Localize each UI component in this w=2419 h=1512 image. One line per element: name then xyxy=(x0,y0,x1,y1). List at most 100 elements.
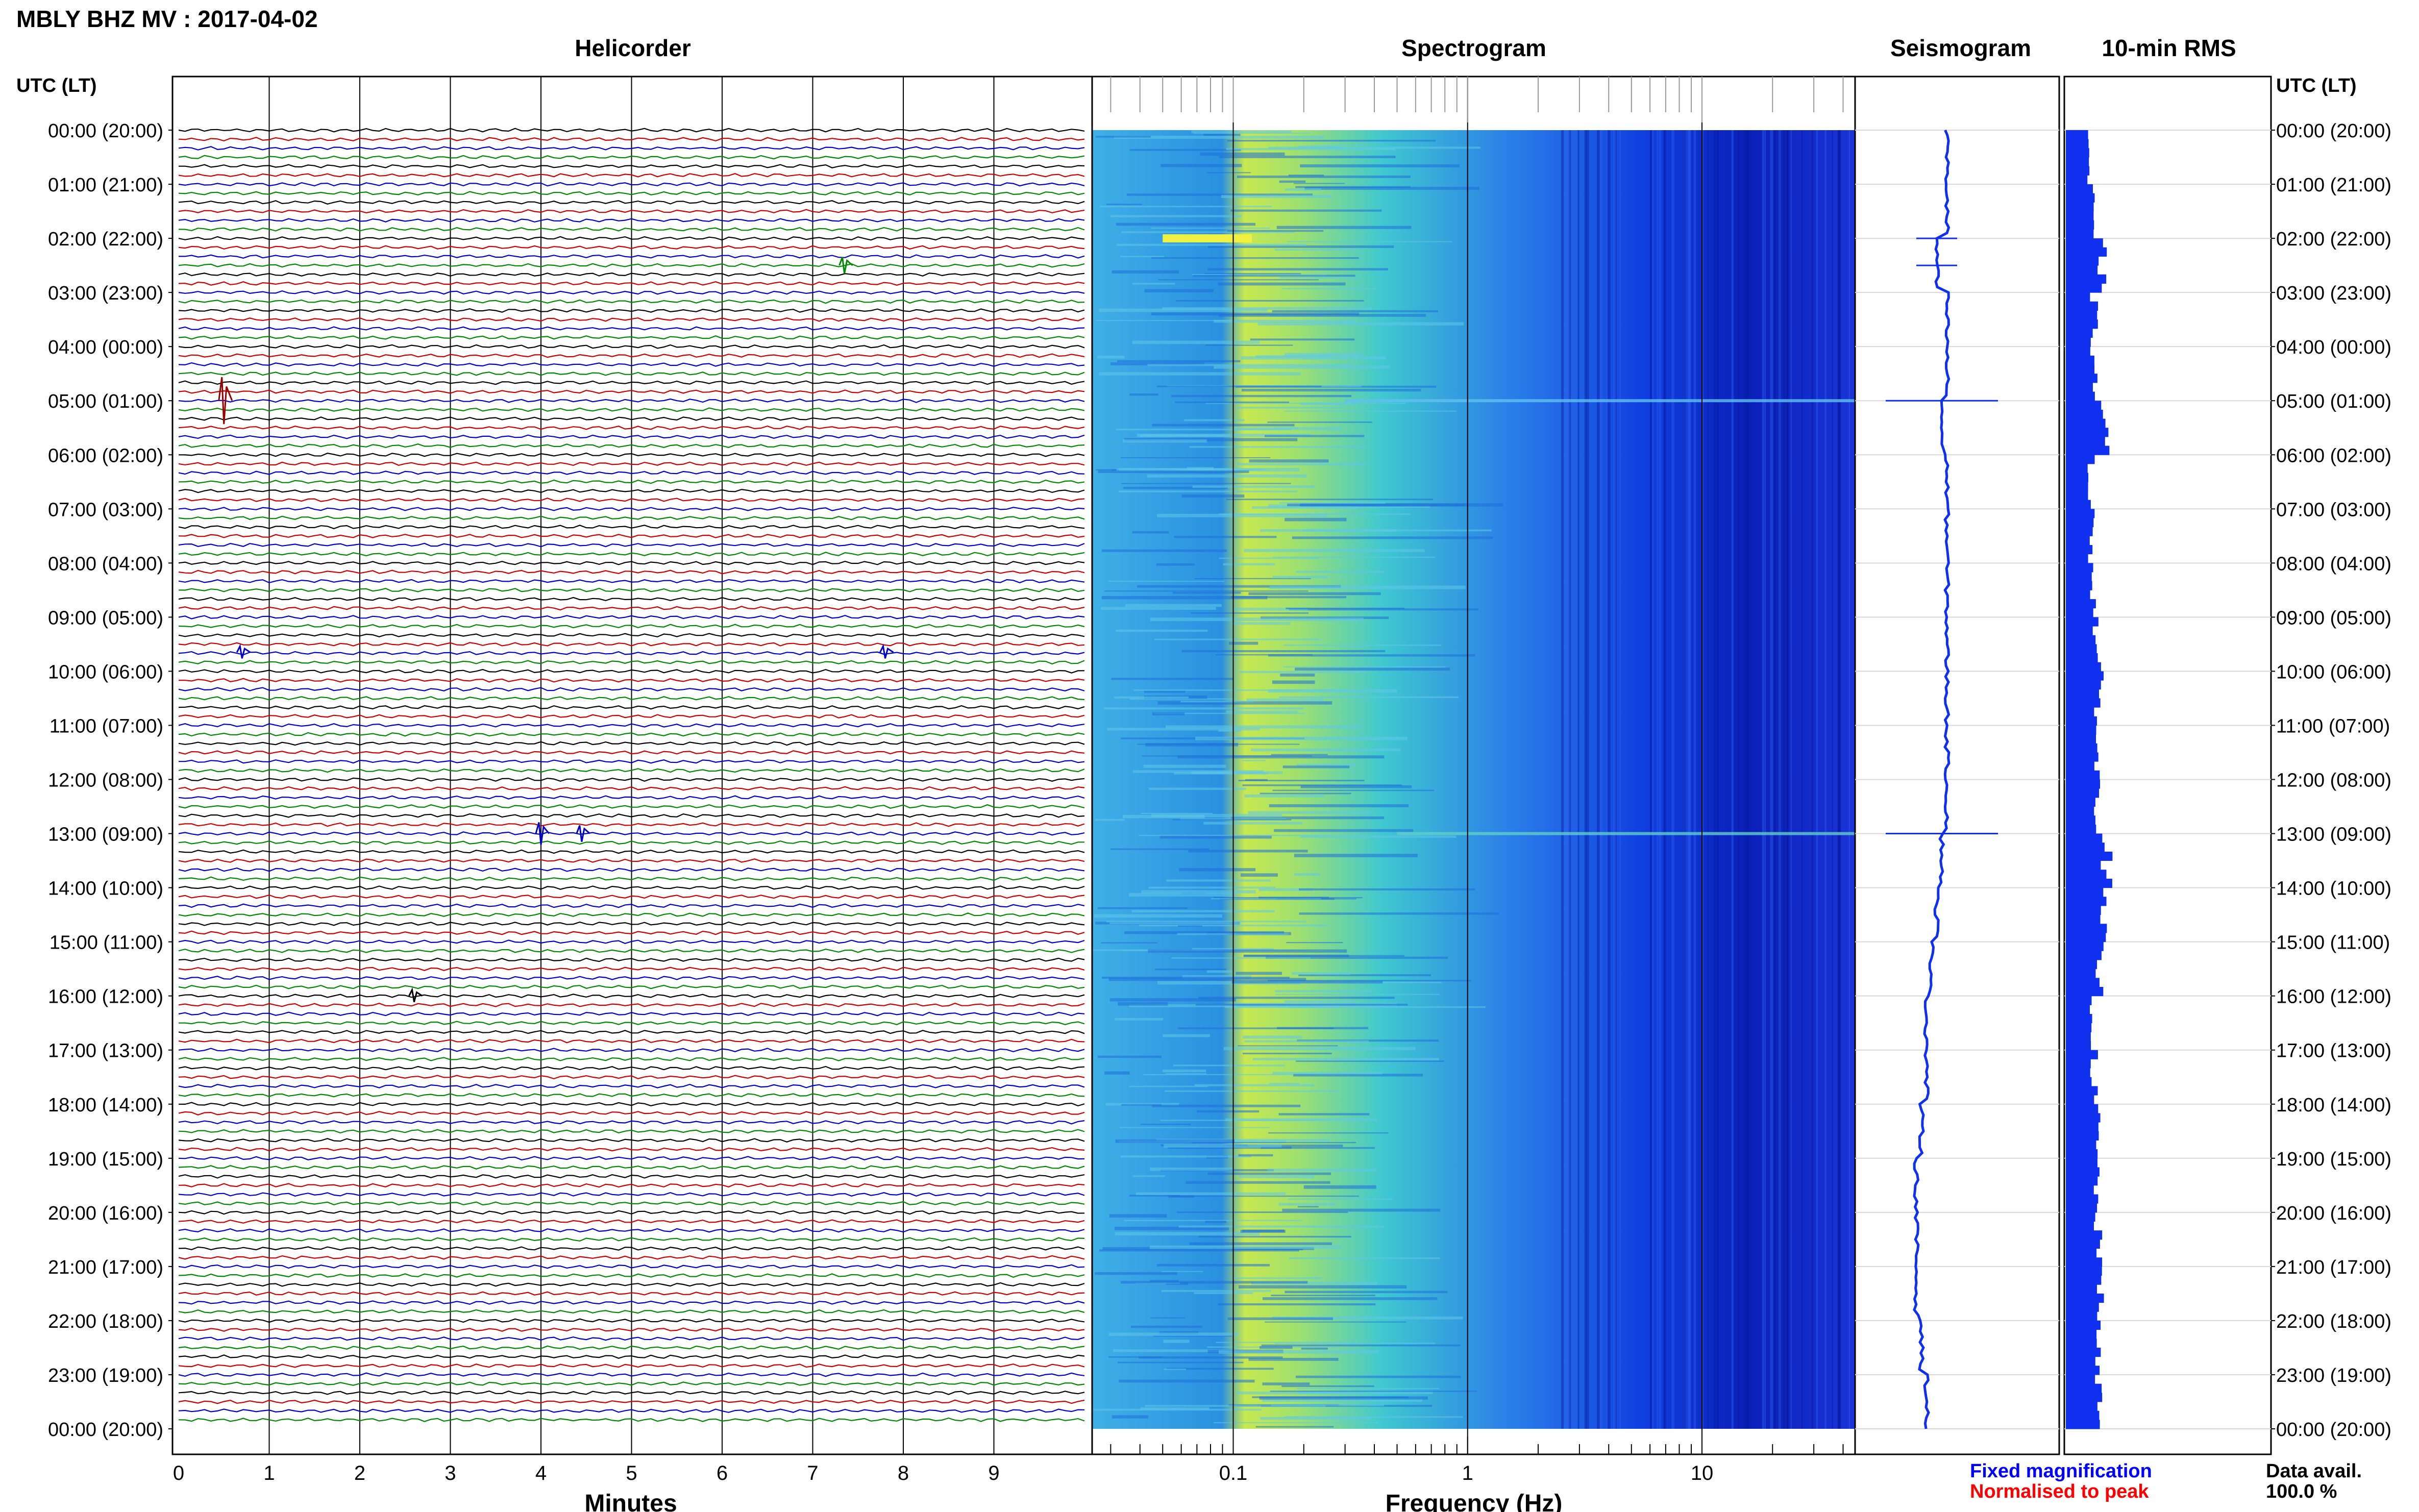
spectrogram-band xyxy=(1114,136,1325,139)
spectrogram-band xyxy=(1248,1357,1339,1361)
spectrogram-band xyxy=(1156,385,1322,387)
spectrogram-band xyxy=(1267,1169,1376,1172)
spectrogram-band xyxy=(1099,372,1301,376)
spectrogram-band xyxy=(1278,1113,1370,1116)
spectrogram-band xyxy=(1129,1004,1321,1007)
spectrogram-band xyxy=(1167,1368,1274,1370)
time-tick-label-right: 09:00 (05:00) xyxy=(2276,607,2391,629)
helicorder-trace-line xyxy=(178,606,1085,611)
spectrogram-band xyxy=(1156,1138,1330,1142)
helicorder-trace-line xyxy=(178,173,1085,178)
spectrogram-band xyxy=(1123,486,1228,489)
spectrogram-band xyxy=(1163,1340,1190,1343)
spectrogram-band xyxy=(1237,463,1365,466)
rms-bar xyxy=(2066,743,2097,753)
spectrogram-line xyxy=(1561,130,1564,1429)
rms-bar xyxy=(2066,1302,2099,1312)
spectrogram-band xyxy=(1191,1142,1356,1144)
helicorder-trace-line xyxy=(178,1138,1085,1143)
spectrogram-band xyxy=(1206,172,1251,173)
helicorder-trace-line xyxy=(178,786,1085,791)
helicorder-trace-line xyxy=(178,1002,1085,1007)
spectrogram-band xyxy=(1270,1391,1477,1392)
spectrogram-line xyxy=(1838,130,1841,1429)
spectrogram-band xyxy=(1108,1356,1163,1358)
helicorder-trace-line xyxy=(178,272,1085,277)
spectrogram-band xyxy=(1232,1277,1322,1279)
spectrogram-band xyxy=(1189,1242,1332,1245)
spectrogram-band xyxy=(1262,1297,1438,1300)
helicorder-trace-line xyxy=(178,822,1085,827)
spectrogram-band xyxy=(1275,994,1440,995)
spectrogram-band xyxy=(1302,529,1492,532)
spectrogram-band xyxy=(1264,1321,1406,1323)
helicorder-trace-line xyxy=(178,182,1085,187)
rms-bar xyxy=(2066,1194,2099,1204)
helicorder-trace-line xyxy=(178,804,1085,809)
spectrogram-line xyxy=(1731,130,1734,1429)
helicorder-event-spike xyxy=(576,825,590,842)
spectrogram-band xyxy=(1138,834,1331,836)
helicorder-trace-line xyxy=(178,867,1085,872)
spectrogram-band xyxy=(1285,517,1347,522)
helicorder-trace-line xyxy=(178,777,1085,782)
helicorder-x-tick-label: 5 xyxy=(626,1462,637,1484)
rms-bar xyxy=(2066,725,2096,735)
time-tick-label-right: 19:00 (15:00) xyxy=(2276,1149,2391,1170)
rms-bar xyxy=(2066,1059,2091,1069)
spectrogram-band xyxy=(1272,1072,1383,1075)
spectrogram-band xyxy=(1266,956,1448,959)
helicorder-trace-line xyxy=(178,858,1085,863)
rms-frame xyxy=(2063,76,2272,1455)
helicorder-x-tick-label: 0 xyxy=(173,1462,184,1484)
helicorder-x-tick-label: 8 xyxy=(898,1462,909,1484)
spectrogram-band xyxy=(1197,1110,1260,1113)
spectrogram-band xyxy=(1156,1263,1270,1267)
helicorder-trace-line xyxy=(178,939,1085,945)
time-tick-label-left: 00:00 (20:00) xyxy=(48,120,163,142)
spectrogram-band xyxy=(1203,134,1241,136)
time-tick-label-left: 22:00 (18:00) xyxy=(48,1311,163,1332)
rms-bar xyxy=(2066,536,2090,546)
data-availability-value: 100.0 % xyxy=(2266,1481,2337,1502)
spectrogram-x-tick-label: 1 xyxy=(1462,1462,1473,1484)
rms-bar xyxy=(2066,1032,2091,1042)
spectrogram-band xyxy=(1282,765,1350,769)
helicorder-x-tick-label: 2 xyxy=(354,1462,365,1484)
rms-title: 10-min RMS xyxy=(2102,35,2236,61)
spectrogram-band xyxy=(1099,308,1268,312)
rms-bar xyxy=(2066,887,2104,897)
spectrogram-band xyxy=(1133,689,1348,691)
spectrogram-band xyxy=(1261,1146,1292,1149)
spectrogram-band xyxy=(1143,1074,1316,1075)
helicorder-trace-line xyxy=(178,1237,1085,1242)
spectrogram-band xyxy=(1230,816,1385,820)
helicorder-trace-line xyxy=(178,470,1085,475)
helicorder-title: Helicorder xyxy=(575,35,691,61)
spectrogram-band xyxy=(1151,257,1359,259)
spectrogram-band xyxy=(1262,1398,1423,1402)
spectrogram-band xyxy=(1150,617,1364,622)
spectrogram-band xyxy=(1110,215,1242,217)
spectrogram-band xyxy=(1267,422,1372,423)
rms-bar xyxy=(2066,779,2101,789)
spectrogram-line xyxy=(1786,130,1788,1429)
helicorder-trace-line xyxy=(178,534,1085,538)
spectrogram-band xyxy=(1154,969,1226,971)
spectrogram-band xyxy=(1107,728,1260,731)
time-tick-label-left: 14:00 (10:00) xyxy=(48,878,163,900)
spectrogram-band xyxy=(1262,1382,1310,1385)
spectrogram-band xyxy=(1269,1083,1300,1084)
spectrogram-band xyxy=(1269,585,1466,589)
rms-bar xyxy=(2066,1122,2099,1132)
rms-bar xyxy=(2066,752,2099,762)
spectrogram-band xyxy=(1129,1195,1180,1197)
spectrogram-band xyxy=(1272,556,1435,558)
helicorder-trace-line xyxy=(178,624,1085,629)
rms-bar xyxy=(2066,445,2110,455)
spectrogram-band xyxy=(1124,931,1285,934)
spectrogram-band xyxy=(1120,1155,1252,1158)
helicorder-trace-line xyxy=(178,1174,1085,1179)
spectrogram-band xyxy=(1140,1407,1210,1410)
helicorder-trace-line xyxy=(179,759,1085,764)
